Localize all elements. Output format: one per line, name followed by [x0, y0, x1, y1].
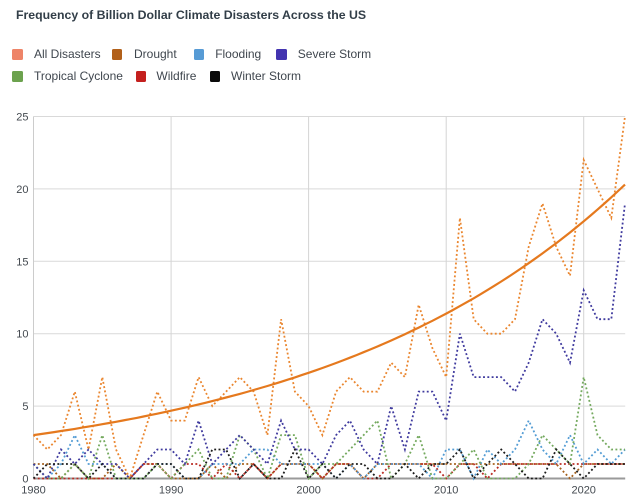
svg-text:20: 20	[16, 184, 28, 196]
svg-text:10: 10	[16, 329, 28, 341]
svg-text:15: 15	[16, 256, 28, 268]
svg-text:1990: 1990	[159, 485, 183, 497]
svg-text:2020: 2020	[571, 485, 595, 497]
svg-text:2010: 2010	[434, 485, 458, 497]
svg-text:5: 5	[22, 401, 28, 413]
svg-text:0: 0	[22, 474, 28, 486]
svg-text:25: 25	[16, 112, 28, 124]
svg-text:1980: 1980	[21, 485, 45, 497]
svg-text:2000: 2000	[296, 485, 320, 497]
